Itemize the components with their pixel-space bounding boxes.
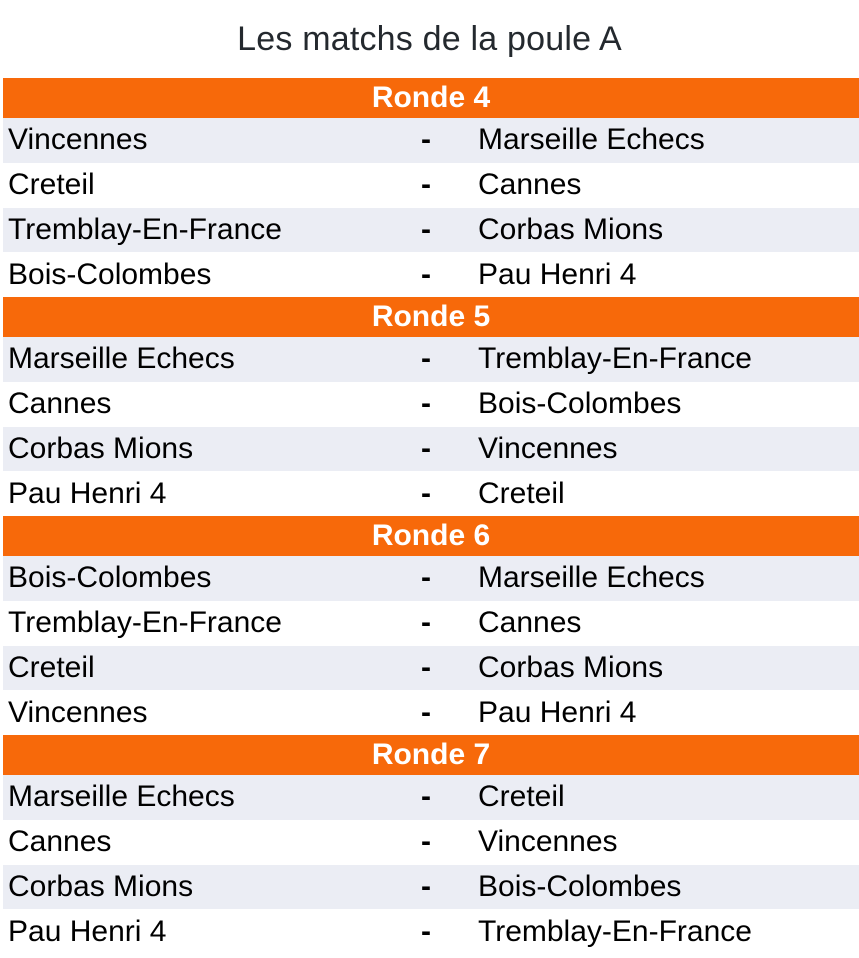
- round-header: Ronde 5: [3, 297, 859, 337]
- round-matches: Bois-Colombes - Marseille Echecs Trembla…: [3, 556, 859, 735]
- separator-dash: -: [421, 825, 431, 859]
- match-row: Creteil - Cannes: [3, 162, 859, 208]
- separator-dash: -: [421, 476, 431, 510]
- away-team: Creteil: [478, 476, 565, 510]
- home-team: Corbas Mions: [8, 431, 194, 465]
- match-row: Corbas Mions - Bois-Colombes: [3, 864, 859, 910]
- home-team: Pau Henri 4: [8, 476, 167, 510]
- match-row: Corbas Mions - Vincennes: [3, 426, 859, 472]
- match-row: Cannes - Bois-Colombes: [3, 381, 859, 427]
- match-row: Marseille Echecs - Tremblay-En-France: [3, 337, 859, 382]
- round-label: Ronde 5: [371, 300, 491, 333]
- round-header: Ronde 6: [3, 516, 859, 556]
- away-team: Cannes: [478, 606, 582, 640]
- match-row: Bois-Colombes - Marseille Echecs: [3, 556, 859, 601]
- round-header: Ronde 7: [3, 735, 859, 775]
- round-section: Ronde 7 Marseille Echecs - Creteil Canne…: [3, 735, 859, 954]
- home-team: Marseille Echecs: [8, 342, 235, 376]
- home-team: Bois-Colombes: [8, 561, 212, 595]
- match-row: Tremblay-En-France - Corbas Mions: [3, 207, 859, 253]
- match-row: Creteil - Corbas Mions: [3, 645, 859, 691]
- away-team: Tremblay-En-France: [478, 342, 752, 376]
- match-row: Pau Henri 4 - Creteil: [3, 471, 859, 516]
- separator-dash: -: [421, 168, 431, 202]
- separator-dash: -: [421, 431, 431, 465]
- away-team: Bois-Colombes: [478, 869, 682, 903]
- page-title: Les matchs de la poule A: [237, 20, 622, 58]
- away-team: Vincennes: [478, 431, 618, 465]
- round-label: Ronde 4: [371, 81, 491, 114]
- separator-dash: -: [421, 869, 431, 903]
- separator-dash: -: [421, 257, 431, 291]
- home-team: Bois-Colombes: [8, 257, 212, 291]
- separator-dash: -: [421, 387, 431, 421]
- home-team: Tremblay-En-France: [8, 212, 282, 246]
- away-team: Pau Henri 4: [478, 695, 637, 729]
- separator-dash: -: [421, 606, 431, 640]
- home-team: Creteil: [8, 650, 95, 684]
- separator-dash: -: [421, 914, 431, 948]
- round-matches: Marseille Echecs - Creteil Cannes - Vinc…: [3, 775, 859, 954]
- home-team: Creteil: [8, 168, 95, 202]
- round-label: Ronde 6: [371, 519, 491, 552]
- home-team: Vincennes: [8, 695, 148, 729]
- away-team: Corbas Mions: [478, 650, 664, 684]
- away-team: Creteil: [478, 780, 565, 814]
- home-team: Corbas Mions: [8, 869, 194, 903]
- home-team: Tremblay-En-France: [8, 606, 282, 640]
- match-row: Marseille Echecs - Creteil: [3, 775, 859, 820]
- match-row: Bois-Colombes - Pau Henri 4: [3, 252, 859, 297]
- separator-dash: -: [421, 342, 431, 376]
- away-team: Tremblay-En-France: [478, 914, 752, 948]
- home-team: Marseille Echecs: [8, 780, 235, 814]
- home-team: Vincennes: [8, 123, 148, 157]
- away-team: Marseille Echecs: [478, 561, 705, 595]
- separator-dash: -: [421, 780, 431, 814]
- round-section: Ronde 6 Bois-Colombes - Marseille Echecs…: [3, 516, 859, 735]
- round-header: Ronde 4: [3, 78, 859, 118]
- match-row: Vincennes - Pau Henri 4: [3, 690, 859, 735]
- away-team: Corbas Mions: [478, 212, 664, 246]
- round-label: Ronde 7: [371, 738, 491, 771]
- match-row: Pau Henri 4 - Tremblay-En-France: [3, 909, 859, 954]
- separator-dash: -: [421, 212, 431, 246]
- home-team: Cannes: [8, 825, 112, 859]
- round-matches: Vincennes - Marseille Echecs Creteil - C…: [3, 118, 859, 297]
- home-team: Pau Henri 4: [8, 914, 167, 948]
- separator-dash: -: [421, 561, 431, 595]
- fixtures-table: Ronde 4 Vincennes - Marseille Echecs Cre…: [3, 78, 859, 954]
- separator-dash: -: [421, 650, 431, 684]
- away-team: Pau Henri 4: [478, 257, 637, 291]
- separator-dash: -: [421, 695, 431, 729]
- separator-dash: -: [421, 123, 431, 157]
- match-row: Tremblay-En-France - Cannes: [3, 600, 859, 646]
- round-section: Ronde 4 Vincennes - Marseille Echecs Cre…: [3, 78, 859, 297]
- home-team: Cannes: [8, 387, 112, 421]
- round-section: Ronde 5 Marseille Echecs - Tremblay-En-F…: [3, 297, 859, 516]
- away-team: Bois-Colombes: [478, 387, 682, 421]
- match-row: Cannes - Vincennes: [3, 819, 859, 865]
- away-team: Cannes: [478, 168, 582, 202]
- away-team: Marseille Echecs: [478, 123, 705, 157]
- away-team: Vincennes: [478, 825, 618, 859]
- round-matches: Marseille Echecs - Tremblay-En-France Ca…: [3, 337, 859, 516]
- match-row: Vincennes - Marseille Echecs: [3, 118, 859, 163]
